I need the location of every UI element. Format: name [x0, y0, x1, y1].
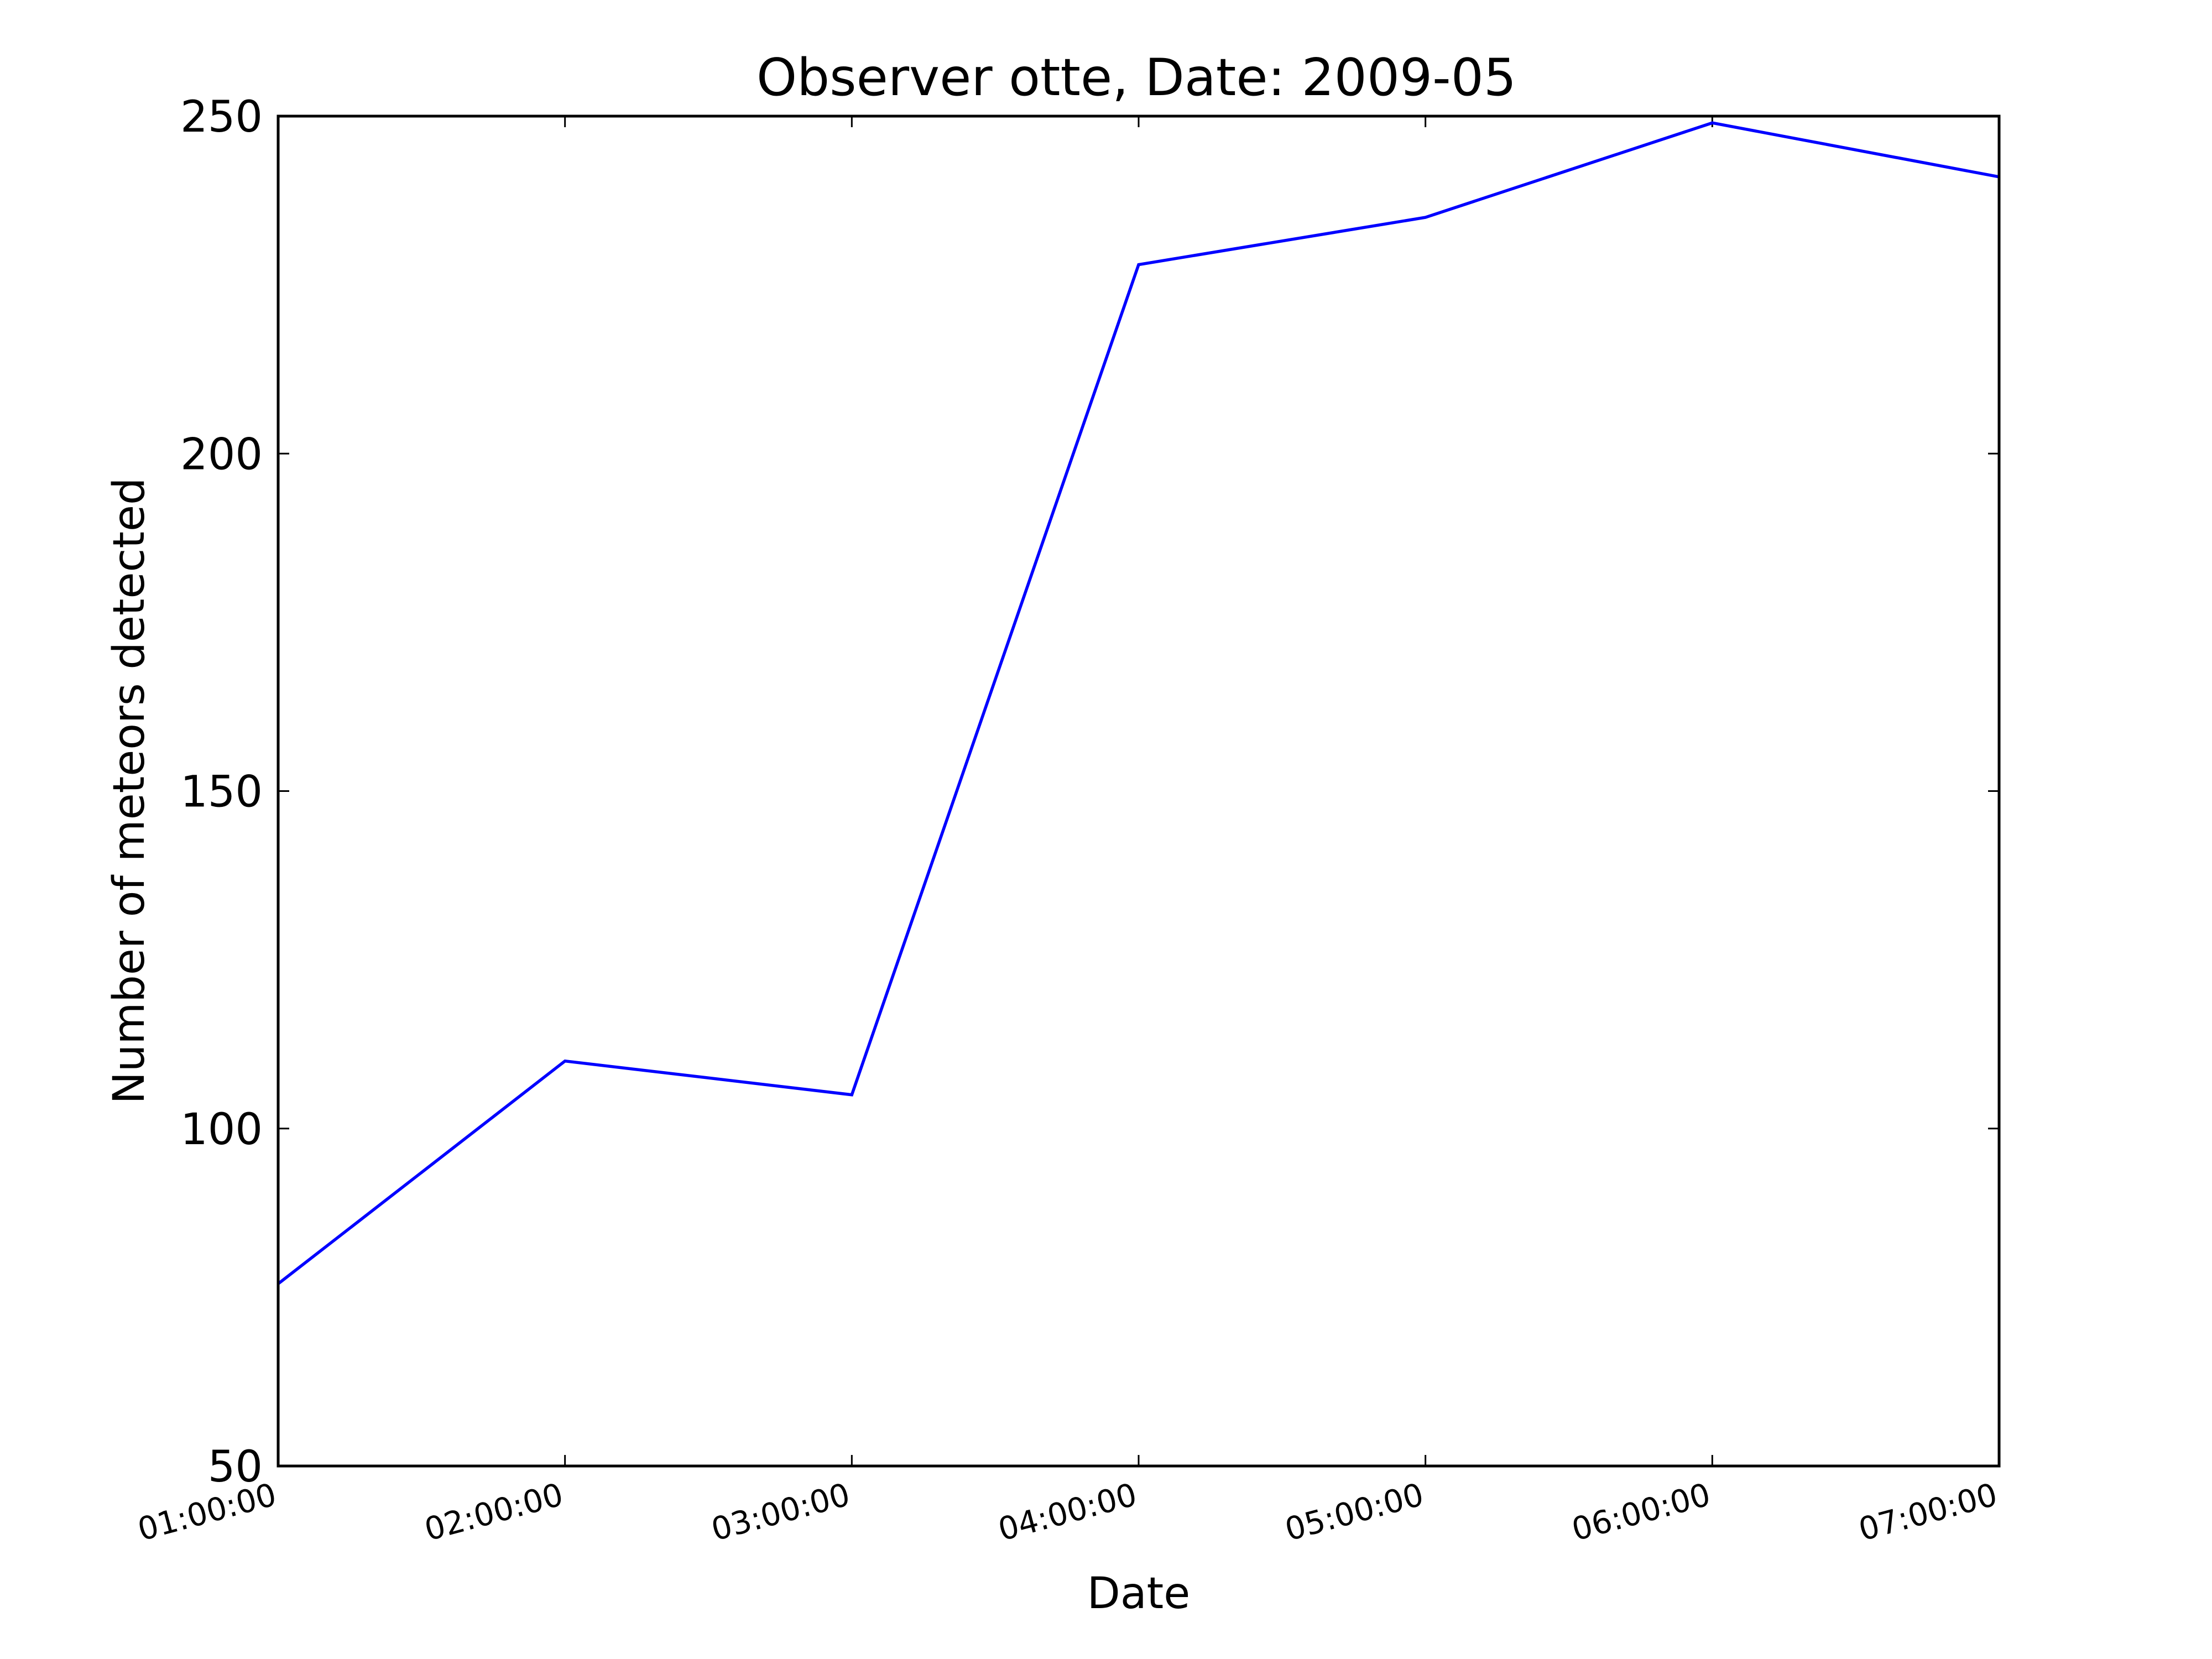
x-axis-label: Date	[1087, 1569, 1190, 1619]
y-axis-label: Number of meteors detected	[105, 478, 154, 1104]
tick-labels: 50 100 150 200 250 01:00:00 02:00:00 03:00:00 04…	[134, 92, 2001, 1548]
ticks	[277, 115, 2000, 1467]
x-tick-label: 01:00:00	[134, 1477, 280, 1548]
x-tick-label: 02:00:00	[421, 1477, 567, 1548]
y-tick-label: 150	[180, 768, 263, 817]
plot-frame	[276, 114, 2001, 1468]
series-line	[277, 121, 2000, 1285]
y-tick-label: 100	[180, 1105, 263, 1155]
y-tick-label: 200	[180, 430, 263, 479]
x-tick-label: 04:00:00	[994, 1477, 1140, 1548]
x-tick-label: 03:00:00	[708, 1477, 854, 1548]
y-tick-label: 50	[208, 1442, 263, 1492]
y-tick-label: 250	[180, 92, 263, 142]
x-tick-label: 05:00:00	[1281, 1477, 1427, 1548]
x-tick-label: 06:00:00	[1568, 1477, 1714, 1548]
x-tick-label: 07:00:00	[1855, 1477, 2001, 1548]
chart-title: Observer otte, Date: 2009-05	[757, 48, 1516, 107]
